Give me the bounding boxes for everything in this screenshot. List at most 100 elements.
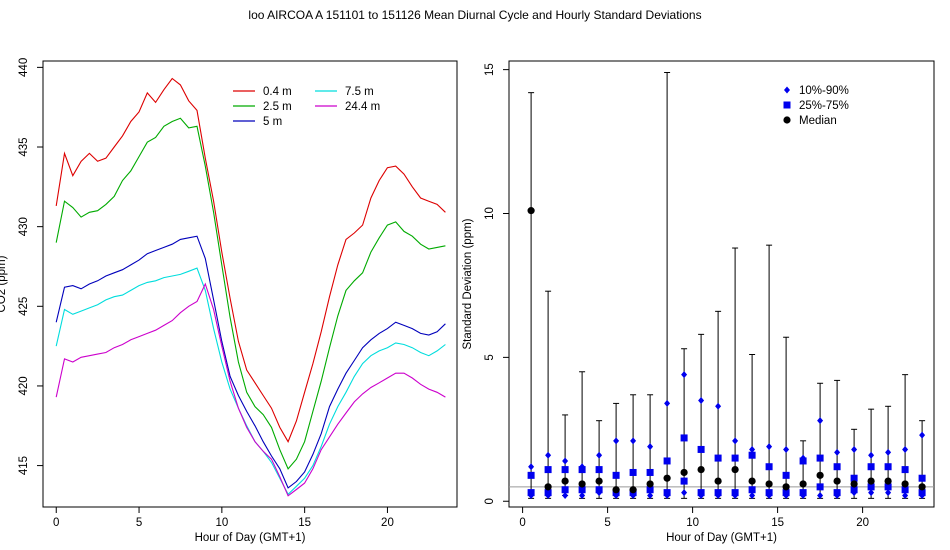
p10-p90-marker (749, 491, 756, 499)
p25-p75-marker (782, 471, 790, 479)
p10-p90-marker (681, 489, 688, 497)
p10-p90-marker (698, 397, 705, 405)
left-x-tick-label: 5 (136, 517, 142, 529)
p25-p75-marker (816, 483, 824, 491)
left-y-axis-label: CO2 (ppm) (0, 255, 8, 312)
p25-p75-marker (748, 486, 756, 494)
left-plot-frame (42, 60, 458, 508)
p10-p90-marker (613, 437, 620, 445)
legend-marker-p10-p90 (784, 86, 790, 94)
median-marker (544, 483, 552, 491)
legend-marker-median (783, 116, 791, 124)
p25-p75-marker (629, 468, 637, 476)
left-y-tick-label: 420 (18, 376, 30, 395)
p25-p75-marker (799, 457, 807, 465)
left-x-tick-label: 10 (215, 517, 228, 529)
series-line-2-5-m (55, 117, 446, 470)
p25-p75-marker (544, 466, 552, 474)
p10-p90-marker (562, 457, 569, 465)
p25-p75-marker (680, 477, 688, 485)
p25-p75-marker (527, 489, 535, 497)
median-marker (816, 471, 824, 479)
p25-p75-marker (731, 489, 739, 497)
median-marker (663, 474, 671, 482)
median-marker (527, 207, 535, 215)
p25-p75-marker (578, 486, 586, 494)
p10-p90-marker (664, 399, 671, 407)
median-marker (561, 477, 569, 485)
p25-p75-marker (833, 489, 841, 497)
p25-p75-marker (884, 463, 892, 471)
p10-p90-marker (902, 491, 909, 499)
left-y-tick-label: 435 (18, 137, 30, 156)
p25-p75-marker (561, 486, 569, 494)
right-plot-frame (508, 60, 935, 508)
right-y-tick-label: 10 (484, 207, 496, 220)
median-marker (595, 477, 603, 485)
p25-p75-marker (867, 483, 875, 491)
p25-p75-marker (833, 463, 841, 471)
p25-p75-marker (799, 489, 807, 497)
right-x-axis-label: Hour of Day (GMT+1) (666, 532, 777, 544)
p25-p75-marker (578, 466, 586, 474)
p25-p75-marker (748, 451, 756, 459)
p10-p90-marker (681, 371, 688, 379)
median-marker (782, 483, 790, 491)
series-line-0-4-m (55, 77, 446, 443)
p10-p90-marker (579, 491, 586, 499)
p25-p75-marker (918, 489, 926, 497)
p25-p75-marker (765, 463, 773, 471)
p10-p90-marker (885, 489, 892, 497)
p25-p75-marker (850, 486, 858, 494)
p10-p90-marker (545, 451, 552, 459)
p10-p90-marker (715, 402, 722, 410)
legend-label: Median (799, 115, 837, 127)
p25-p75-marker (561, 466, 569, 474)
median-marker (697, 465, 705, 474)
p25-p75-marker (782, 489, 790, 497)
series-line-5-m (55, 235, 446, 489)
right-x-tick-label: 5 (604, 517, 610, 529)
p25-p75-marker (595, 466, 603, 474)
p25-p75-marker (867, 463, 875, 471)
median-marker (578, 480, 586, 488)
left-x-tick-label: 20 (381, 517, 394, 529)
median-marker (680, 468, 688, 477)
p10-p90-marker (562, 491, 569, 499)
p25-p75-marker (646, 486, 654, 494)
legend-label: 25%-75% (799, 100, 849, 112)
legend-label: 2.5 m (263, 101, 292, 113)
p10-p90-marker (817, 491, 824, 499)
p10-p90-marker (919, 431, 926, 439)
left-x-tick-label: 15 (298, 517, 311, 529)
median-marker (612, 486, 620, 494)
median-marker (833, 477, 841, 485)
p25-p75-marker (595, 486, 603, 494)
left-y-tick-label: 430 (18, 217, 30, 236)
right-y-axis-label: Standard Deviation (ppm) (462, 218, 474, 349)
p10-p90-marker (868, 489, 875, 497)
legend-label: 5 m (263, 116, 282, 128)
p10-p90-marker (630, 437, 637, 445)
median-marker (731, 465, 739, 474)
left-x-axis-label: Hour of Day (GMT+1) (195, 532, 306, 544)
p25-p75-marker (663, 457, 671, 465)
p25-p75-marker (612, 471, 620, 479)
p10-p90-marker (834, 448, 841, 456)
median-marker (799, 480, 807, 488)
right-y-tick-label: 15 (484, 63, 496, 76)
p10-p90-marker (766, 443, 773, 451)
legend-label: 10%-90% (799, 85, 849, 97)
p25-p75-marker (663, 489, 671, 497)
legend-label: 0.4 m (263, 86, 292, 98)
median-marker (884, 477, 892, 485)
p25-p75-marker (544, 489, 552, 497)
p10-p90-marker (528, 463, 535, 471)
p25-p75-marker (646, 468, 654, 476)
median-marker (901, 480, 909, 488)
left-x-tick-label: 0 (53, 517, 59, 529)
p25-p75-marker (901, 466, 909, 474)
right-y-tick-label: 5 (484, 354, 496, 360)
p25-p75-marker (816, 454, 824, 462)
right-x-tick-label: 10 (686, 517, 699, 529)
